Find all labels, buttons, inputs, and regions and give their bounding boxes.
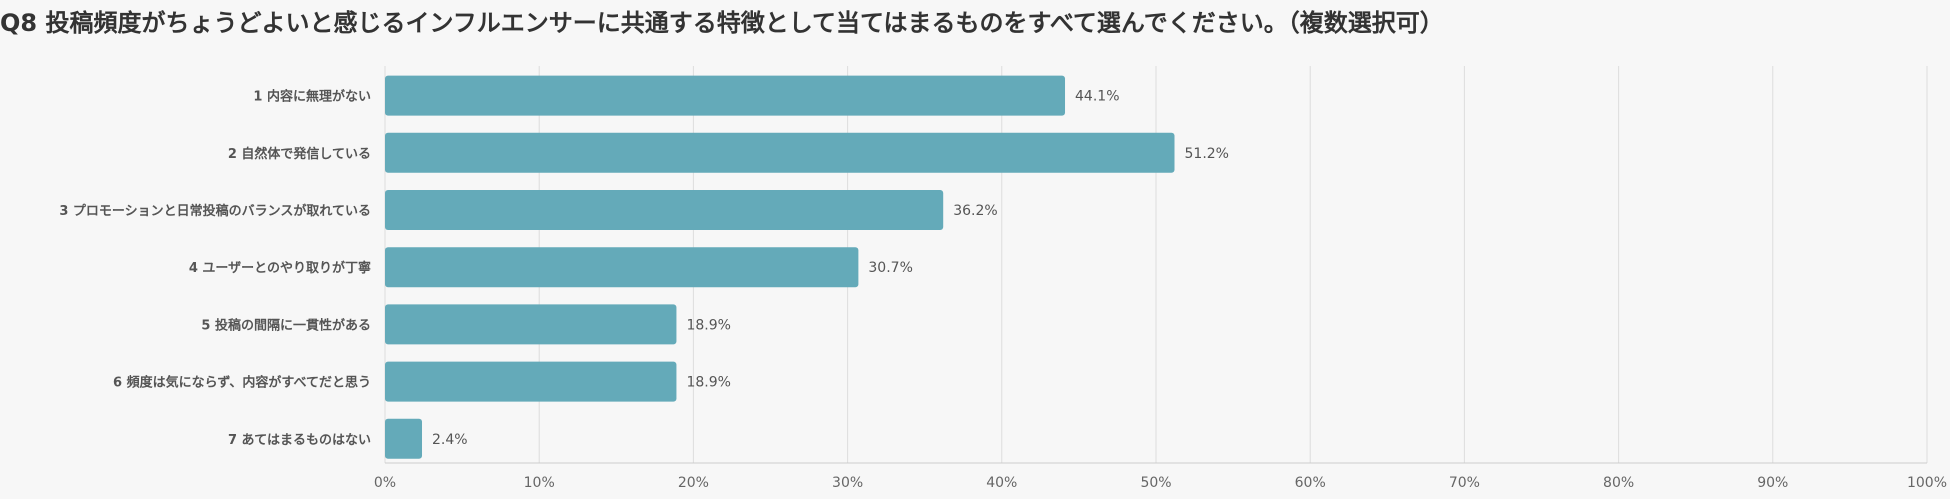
x-tick-label-40: 40% (986, 475, 1017, 491)
bar-6 (385, 361, 677, 402)
category-label-2: 2 自然体で発信している (228, 146, 371, 162)
value-label-3: 36.2% (953, 203, 997, 219)
bar-1 (385, 75, 1066, 116)
value-label-1: 44.1% (1075, 89, 1119, 105)
value-label-7: 2.4% (432, 432, 468, 448)
x-tick-label-20: 20% (678, 475, 709, 491)
category-label-5: 5 投稿の間隔に一貫性がある (201, 317, 371, 333)
value-label-2: 51.2% (1185, 146, 1229, 162)
category-label-6: 6 頻度は気にならず、内容がすべてだと思う (113, 375, 371, 391)
value-label-5: 18.9% (686, 317, 730, 333)
bar-3 (385, 190, 944, 230)
bar-5 (385, 304, 677, 345)
value-label-4: 30.7% (868, 260, 912, 276)
category-label-1: 1 内容に無理がない (253, 89, 371, 105)
x-tick-label-100: 100% (1907, 475, 1947, 491)
x-tick-label-80: 80% (1603, 475, 1634, 491)
bar-4 (385, 247, 859, 288)
x-tick-label-30: 30% (832, 475, 863, 491)
chart-title: Q8 投稿頻度がちょうどよいと感じるインフルエンサーに共通する特徴として当てはま… (0, 9, 1444, 37)
category-label-7: 7 あてはまるものはない (228, 433, 371, 448)
category-label-4: 4 ユーザーとのやり取りが丁寧 (189, 260, 371, 276)
bar-2 (385, 132, 1175, 173)
bar-7 (385, 418, 423, 459)
x-tick-label-90: 90% (1757, 475, 1788, 491)
x-tick-label-50: 50% (1140, 475, 1171, 491)
x-tick-label-70: 70% (1449, 475, 1480, 491)
x-tick-label-60: 60% (1295, 475, 1326, 491)
x-tick-label-10: 10% (524, 475, 555, 491)
category-label-3: 3 プロモーションと日常投稿のバランスが取れている (59, 203, 371, 219)
value-label-6: 18.9% (686, 375, 730, 391)
x-tick-label-0: 0% (374, 475, 396, 491)
